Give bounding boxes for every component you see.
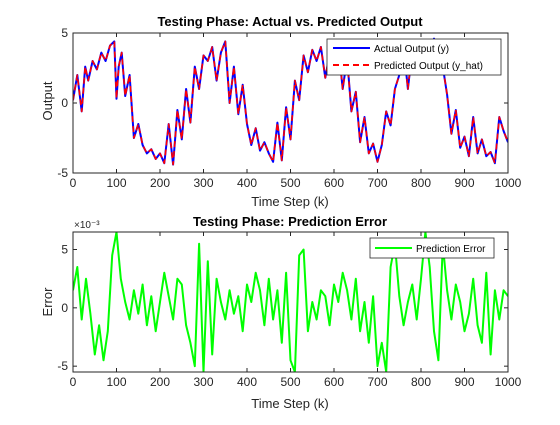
bottom-plot-title: Testing Phase: Prediction Error bbox=[193, 214, 387, 229]
top-x-tick-label: 600 bbox=[324, 176, 344, 190]
bottom-series-0-line bbox=[73, 232, 508, 372]
bottom-y-tick-label: 5 bbox=[61, 243, 68, 257]
bottom-x-tick-label: 200 bbox=[150, 375, 170, 389]
bottom-x-tick-label: 300 bbox=[193, 375, 213, 389]
bottom-x-tick-label: 0 bbox=[70, 375, 77, 389]
top-y-axis-label: Output bbox=[40, 81, 55, 120]
prediction-error-plot: Testing Phase: Prediction Error ×10⁻³ Ti… bbox=[40, 214, 522, 411]
top-x-tick-label: 0 bbox=[70, 176, 77, 190]
bottom-plot-frame bbox=[72, 231, 509, 373]
bottom-x-tick-label: 100 bbox=[106, 375, 126, 389]
legend-label-actual: Actual Output (y) bbox=[374, 44, 449, 55]
top-x-tick-label: 400 bbox=[237, 176, 257, 190]
top-y-tick-label: 5 bbox=[61, 26, 68, 40]
top-plot-title: Testing Phase: Actual vs. Predicted Outp… bbox=[157, 14, 423, 29]
top-y-tick-label: 0 bbox=[61, 96, 68, 110]
legend-label-error: Prediction Error bbox=[416, 244, 486, 255]
bottom-tick-group: 0 100 200 300 400 500 600 700 800 900 1000-505 bbox=[57, 232, 522, 389]
top-x-tick-label: 700 bbox=[367, 176, 387, 190]
top-series-group bbox=[73, 37, 508, 166]
top-x-tick-label: 500 bbox=[280, 176, 300, 190]
top-x-tick-label: 900 bbox=[454, 176, 474, 190]
bottom-y-axis-label: Error bbox=[40, 287, 55, 317]
top-x-axis-label: Time Step (k) bbox=[251, 194, 329, 209]
top-x-tick-label: 800 bbox=[411, 176, 431, 190]
top-legend: Actual Output (y) Predicted Output (y_ha… bbox=[326, 38, 502, 76]
bottom-legend: Prediction Error bbox=[369, 237, 495, 259]
bottom-x-axis-label: Time Step (k) bbox=[251, 396, 329, 411]
bottom-x-tick-label: 800 bbox=[411, 375, 431, 389]
bottom-series-group bbox=[73, 232, 508, 372]
bottom-legend-box bbox=[369, 237, 495, 259]
top-tick-group: 0 100 200 300 400 500 600 700 800 900 1000-505 bbox=[57, 26, 521, 190]
bottom-x-tick-label: 500 bbox=[280, 375, 300, 389]
legend-label-predicted: Predicted Output (y_hat) bbox=[374, 61, 483, 72]
top-x-tick-label: 300 bbox=[193, 176, 213, 190]
bottom-x-tick-label: 1000 bbox=[495, 375, 522, 389]
top-plot-frame bbox=[72, 32, 509, 174]
top-x-tick-label: 200 bbox=[150, 176, 170, 190]
bottom-x-tick-label: 900 bbox=[454, 375, 474, 389]
bottom-x-tick-label: 700 bbox=[367, 375, 387, 389]
actual-vs-predicted-plot: Testing Phase: Actual vs. Predicted Outp… bbox=[40, 14, 522, 209]
top-x-tick-label: 100 bbox=[106, 176, 126, 190]
bottom-y-tick-label: -5 bbox=[57, 359, 68, 373]
top-series-0-line bbox=[73, 37, 508, 166]
bottom-y-exponent-label: ×10⁻³ bbox=[74, 220, 100, 231]
top-legend-box bbox=[326, 38, 502, 76]
bottom-x-tick-label: 400 bbox=[237, 375, 257, 389]
top-y-tick-label: -5 bbox=[57, 166, 68, 180]
bottom-x-tick-label: 600 bbox=[324, 375, 344, 389]
bottom-y-tick-label: 0 bbox=[61, 301, 68, 315]
top-x-tick-label: 1000 bbox=[495, 176, 522, 190]
